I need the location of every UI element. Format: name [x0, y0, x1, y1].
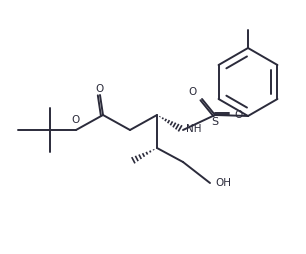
Text: O: O	[72, 115, 80, 125]
Text: S: S	[211, 117, 218, 127]
Text: NH: NH	[186, 124, 201, 134]
Text: O: O	[189, 87, 197, 97]
Text: O: O	[95, 84, 103, 94]
Text: OH: OH	[215, 178, 231, 188]
Text: O: O	[234, 110, 242, 120]
